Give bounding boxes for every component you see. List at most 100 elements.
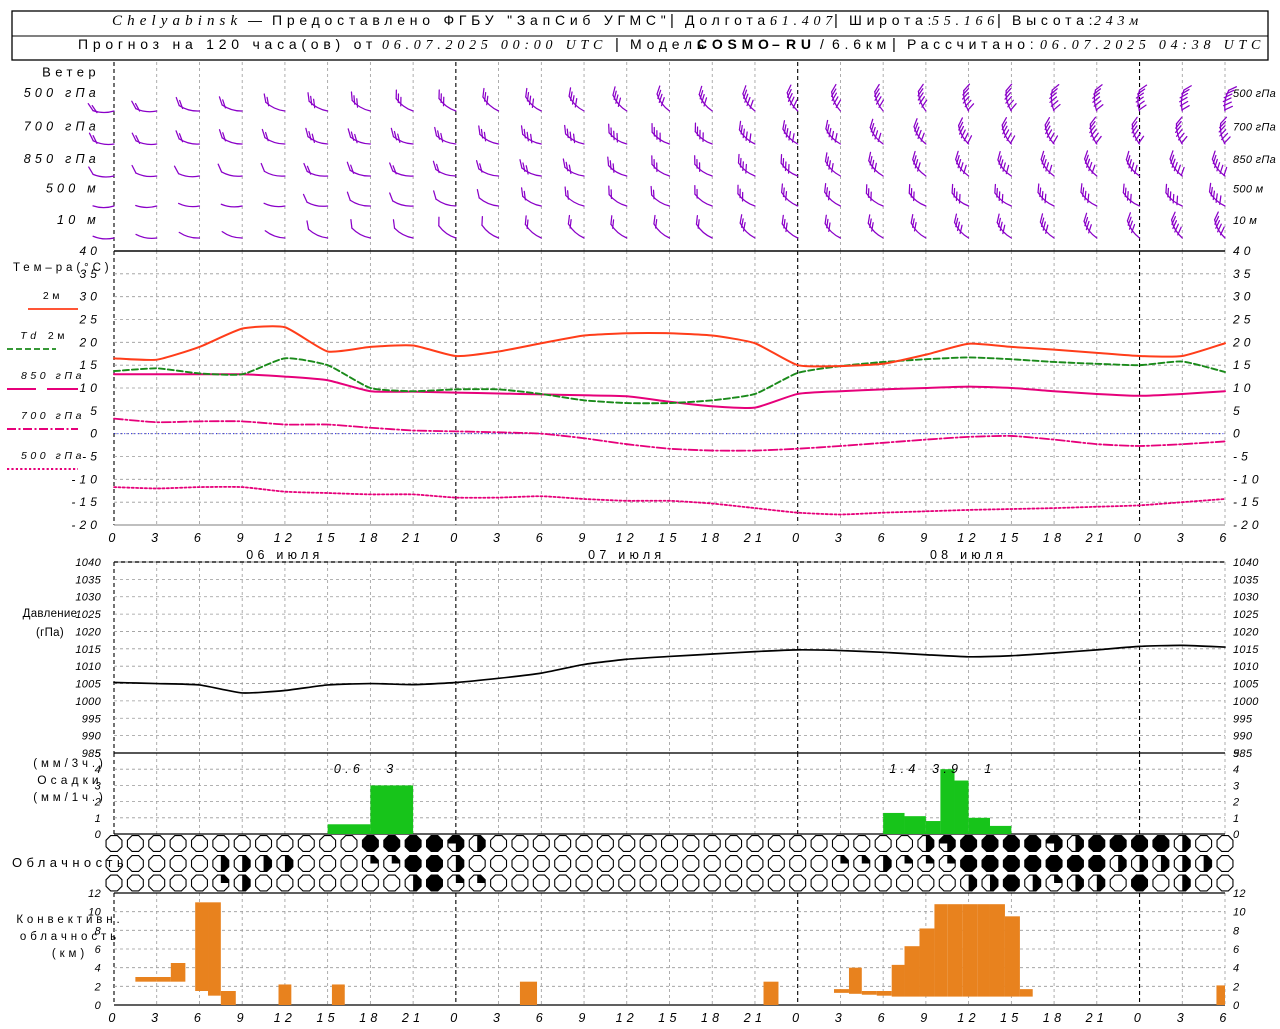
svg-text:-10: -10 [1233,472,1263,486]
svg-text:20: 20 [1232,335,1255,349]
svg-text:15: 15 [1000,1011,1022,1024]
svg-text:Ветер: Ветер [42,65,100,80]
svg-text:6.6км: 6.6км [832,36,891,52]
svg-text:21: 21 [1085,1011,1108,1024]
svg-text:1010: 1010 [1233,661,1259,673]
svg-text:1025: 1025 [75,609,101,621]
svg-text:3: 3 [1233,780,1240,792]
svg-text:995: 995 [1233,713,1253,725]
svg-text:55.166: 55.166 [932,14,999,29]
svg-text:18: 18 [1043,531,1065,545]
svg-text:10 м: 10 м [1233,215,1257,227]
svg-text:1015: 1015 [75,644,101,656]
svg-text:4: 4 [95,963,101,975]
svg-text:08 июля: 08 июля [930,548,1007,562]
svg-text:5: 5 [1233,748,1240,760]
svg-text:0: 0 [95,829,102,841]
svg-text:30: 30 [79,290,101,304]
svg-text:5: 5 [90,404,101,418]
svg-text:0: 0 [1134,531,1145,545]
svg-text:—: — [248,12,267,28]
svg-text:1030: 1030 [1233,592,1259,604]
svg-text:15: 15 [316,1011,338,1024]
svg-text:1040: 1040 [75,557,101,569]
svg-text:990: 990 [1233,731,1253,743]
svg-text:|: | [670,12,679,29]
svg-text:12: 12 [88,888,101,900]
svg-text:6: 6 [194,531,205,545]
svg-text:6: 6 [878,531,889,545]
svg-text:1: 1 [1233,813,1239,825]
svg-text:0: 0 [792,531,803,545]
svg-text:3: 3 [835,531,846,545]
svg-text:40: 40 [1233,244,1255,258]
svg-text:0: 0 [792,1011,803,1024]
svg-text:850 гПа: 850 гПа [1233,154,1276,166]
svg-text:35: 35 [1233,267,1255,281]
svg-text:9: 9 [920,531,931,545]
svg-text:06 июля: 06 июля [246,548,323,562]
svg-text:Chelyabinsk: Chelyabinsk [112,13,242,29]
svg-text:500 м: 500 м [1233,184,1264,196]
svg-text:500 гПа: 500 гПа [24,86,100,100]
svg-text:10: 10 [1233,907,1246,919]
svg-text:500 гПа: 500 гПа [21,450,85,462]
svg-text:Прогноз на 120 часа(ов) от: Прогноз на 120 часа(ов) от [78,36,377,52]
svg-text:Долгота:: Долгота: [685,12,779,28]
svg-text:06.07.2025 00:00 UTC: 06.07.2025 00:00 UTC [382,38,607,53]
svg-text:COSMO: COSMO [697,36,774,52]
svg-text:3.9: 3.9 [932,762,962,776]
svg-text:0: 0 [90,427,101,441]
svg-text:Давление: Давление [23,608,78,620]
svg-text:|: | [834,12,843,29]
svg-text:3: 3 [493,1011,504,1024]
svg-text:0: 0 [108,531,119,545]
svg-text:21: 21 [401,531,424,545]
svg-text:-10: -10 [71,472,101,486]
svg-text:6: 6 [878,1011,889,1024]
svg-text:995: 995 [82,713,102,725]
svg-text:9: 9 [920,1011,931,1024]
svg-text:3: 3 [493,531,504,545]
svg-text:10: 10 [1233,381,1255,395]
svg-text:-20: -20 [71,518,101,532]
svg-text:12: 12 [616,1011,638,1024]
svg-text:2: 2 [94,981,101,993]
svg-text:-15: -15 [1233,495,1263,509]
svg-text:8: 8 [1233,925,1240,937]
svg-text:10: 10 [79,381,101,395]
svg-text:(мм/3ч.): (мм/3ч.) [33,758,107,770]
svg-text:500 м: 500 м [46,182,100,196]
svg-text:6: 6 [194,1011,205,1024]
svg-text:1005: 1005 [75,679,101,691]
svg-text:18: 18 [359,531,381,545]
svg-text:/: / [820,36,829,52]
svg-text:1010: 1010 [75,661,101,673]
svg-text:4: 4 [1233,963,1239,975]
svg-text:1020: 1020 [1233,627,1259,639]
svg-text:1035: 1035 [75,574,101,586]
svg-text:2м: 2м [48,330,68,342]
svg-text:6: 6 [1219,1011,1230,1024]
svg-text:6: 6 [536,1011,547,1024]
svg-text:1: 1 [95,813,101,825]
svg-text:40: 40 [79,244,101,258]
svg-text:15: 15 [658,1011,680,1024]
svg-text:3: 3 [1177,531,1188,545]
svg-text:12: 12 [957,1011,979,1024]
svg-text:30: 30 [1233,290,1255,304]
svg-text:15: 15 [1233,358,1255,372]
svg-text:12: 12 [957,531,979,545]
svg-text:6: 6 [1219,531,1230,545]
svg-text:25: 25 [78,313,101,327]
svg-text:1040: 1040 [1233,557,1259,569]
svg-text:61.407: 61.407 [770,14,837,29]
svg-text:21: 21 [743,531,766,545]
svg-text:18: 18 [1043,1011,1065,1024]
svg-text:1020: 1020 [75,627,101,639]
svg-text:-15: -15 [71,495,101,509]
svg-text:700 гПа: 700 гПа [24,120,100,134]
svg-text:–: – [772,36,785,52]
svg-text:|: | [615,36,624,53]
svg-text:облачность: облачность [20,931,120,943]
